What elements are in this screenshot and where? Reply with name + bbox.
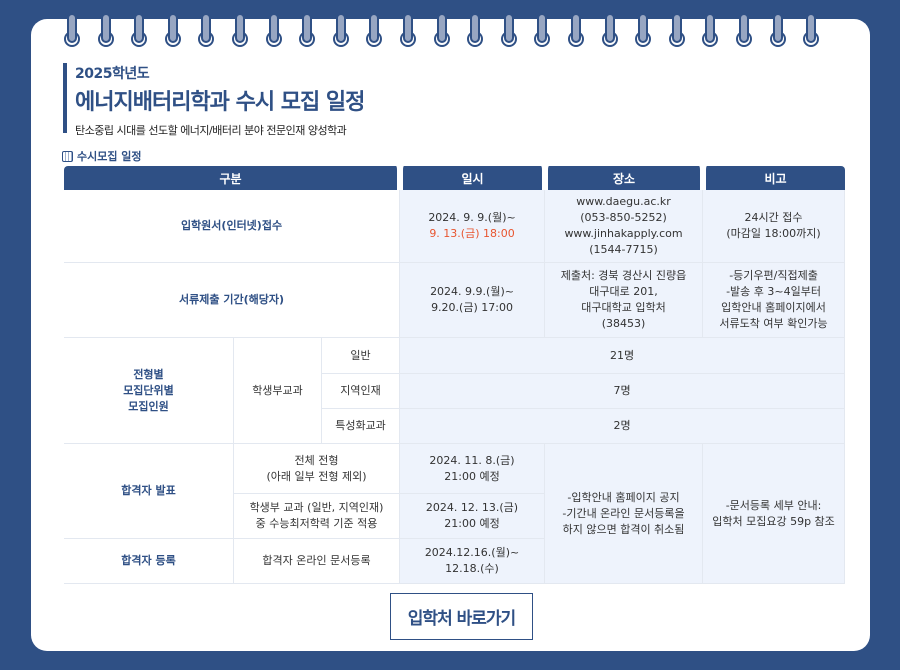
binding-ring-icon (734, 13, 754, 47)
docs-date: 2024. 9.9.(월)~ 9.20.(금) 17:00 (400, 263, 546, 338)
result-date: 2024. 11. 8.(금) 21:00 예정 (400, 444, 546, 494)
binding-ring-icon (600, 13, 620, 47)
binding-ring-icon (62, 13, 82, 47)
quota-count: 2명 (400, 409, 846, 444)
result-label: 합격자 발표 (64, 444, 234, 539)
table-row: 특성화교과 2명 (64, 409, 846, 444)
table-row: 전형별 모집단위별 모집인원 학생부교과 일반 21명 (64, 338, 846, 444)
quota-name: 특성화교과 (322, 409, 401, 444)
quota-name: 지역인재 (322, 374, 401, 409)
header-note: 비고 (703, 166, 846, 190)
binding-ring-icon (96, 13, 116, 47)
schedule-table: 구분 일시 장소 비고 입학원서(인터넷)접수 2024. 9. 9.(월)~ 9… (64, 166, 846, 584)
table-row: 합격자 발표 전체 전형 (아래 일부 전형 제외) 2024. 11. 8.(금… (64, 444, 846, 584)
quota-type: 학생부교과 (234, 338, 322, 444)
table-row: 입학원서(인터넷)접수 2024. 9. 9.(월)~ 9. 13.(금) 18:… (64, 190, 846, 263)
apply-label: 입학원서(인터넷)접수 (64, 190, 401, 263)
apply-date: 2024. 9. 9.(월)~ 9. 13.(금) 18:00 (400, 190, 546, 263)
register-type: 합격자 온라인 문서등록 (234, 539, 401, 584)
binding-ring-icon (499, 13, 519, 47)
binding-ring-icon (801, 13, 821, 47)
binding-ring-icon (163, 13, 183, 47)
binding-ring-icon (633, 13, 653, 47)
result-type: 전체 전형 (아래 일부 전형 제외) (234, 444, 401, 494)
binding-ring-icon (297, 13, 317, 47)
table-row: 학생부 교과 (일반, 지역인재) 중 수능최저학력 기준 적용 2024. 12… (64, 494, 845, 539)
table-row: 서류제출 기간(해당자) 2024. 9.9.(월)~ 9.20.(금) 17:0… (64, 263, 846, 338)
binding-ring-icon (264, 13, 284, 47)
result-place: -입학안내 홈페이지 공지 -기간내 온라인 문서등록을 하지 않으면 합격이 취소… (545, 444, 704, 584)
section-title: 수시모집 일정 (77, 150, 142, 163)
register-label: 합격자 등록 (64, 539, 234, 584)
result-type: 학생부 교과 (일반, 지역인재) 중 수능최저학력 기준 적용 (234, 494, 401, 539)
binding-ring-icon (196, 13, 216, 47)
binding-ring-icon (566, 13, 586, 47)
page-header: 2025학년도 에너지배터리학과 수시 모집 일정 탄소중립 시대를 선도할 에… (63, 63, 365, 137)
apply-place: www.daegu.ac.kr (053-850-5252) www.jinhaka… (545, 190, 704, 263)
binding-ring-icon (398, 13, 418, 47)
quota-count: 7명 (400, 374, 846, 409)
binding-ring-icon (768, 13, 788, 47)
binding-ring-icon (432, 13, 452, 47)
register-date: 2024.12.16.(월)~ 12.18.(수) (400, 539, 546, 584)
docs-place: 제출처: 경북 경산시 진량읍 대구대로 201, 대구대학교 입학처 (38453) (545, 263, 704, 338)
binding-ring-icon (230, 13, 250, 47)
result-date: 2024. 12. 13.(금) 21:00 예정 (400, 494, 546, 539)
docs-label: 서류제출 기간(해당자) (64, 263, 401, 338)
quota-count: 21명 (400, 338, 846, 374)
binding-ring-icon (667, 13, 687, 47)
header-place: 장소 (545, 166, 704, 190)
quota-label: 전형별 모집단위별 모집인원 (64, 338, 234, 444)
quota-name: 일반 (322, 338, 401, 374)
page-title: 에너지배터리학과 수시 모집 일정 (75, 90, 365, 115)
binding-ring-icon (364, 13, 384, 47)
binding-ring-icon (129, 13, 149, 47)
header-category: 구분 (64, 166, 401, 190)
binding-ring-icon (532, 13, 552, 47)
table-row: 합격자 등록 합격자 온라인 문서등록 2024.12.16.(월)~ 12.18… (64, 539, 845, 584)
table-row: 지역인재 7명 (64, 374, 846, 409)
header-date: 일시 (400, 166, 546, 190)
binding-ring-icon (331, 13, 351, 47)
page-description: 탄소중립 시대를 선도할 에너지/배터리 분야 전문인재 양성학과 (75, 124, 347, 137)
calendar-icon (62, 150, 73, 162)
apply-note: 24시간 접수 (마감일 18:00까지) (703, 190, 846, 263)
admissions-link-button[interactable]: 입학처 바로가기 (390, 593, 533, 640)
docs-note: -등기우편/직접제출 -발송 후 3~4일부터 입학안내 홈페이지에서 서류도착 여부… (703, 263, 846, 338)
result-note: -문서등록 세부 안내: 입학처 모집요강 59p 참조 (703, 444, 846, 584)
binding-ring-icon (700, 13, 720, 47)
binding-ring-icon (465, 13, 485, 47)
year-label: 2025학년도 (75, 66, 150, 82)
section-heading: 수시모집 일정 (62, 148, 142, 164)
